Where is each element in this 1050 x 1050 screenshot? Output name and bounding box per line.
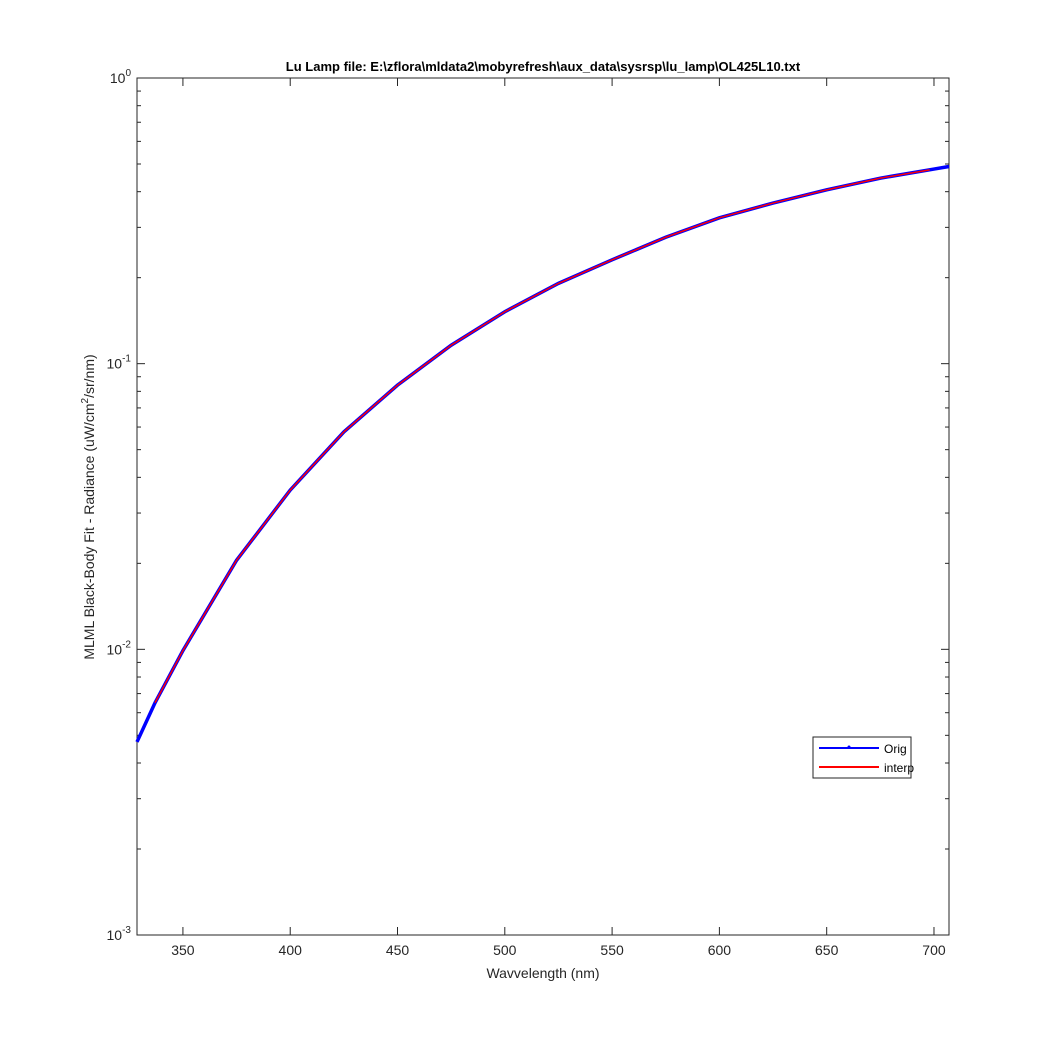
- legend-label: Orig: [884, 742, 907, 756]
- y-tick-exp: -2: [122, 639, 131, 650]
- y-tick-base: 10: [107, 927, 123, 943]
- legend-marker: [847, 745, 851, 749]
- y-axis-label: MLML Black-Body Fit - Radiance (uW/cm2/s…: [80, 354, 97, 659]
- x-tick-label: 600: [708, 942, 732, 958]
- y-tick-label: 100: [110, 68, 132, 86]
- y-tick-exp: -3: [122, 925, 131, 936]
- y-tick-base: 10: [107, 641, 123, 657]
- x-tick-label: 400: [279, 942, 303, 958]
- y-tick-base: 10: [107, 356, 123, 372]
- y-label-sup: 2: [80, 397, 91, 403]
- x-tick-label: 700: [922, 942, 946, 958]
- x-axis-label: Wavvelength (nm): [486, 965, 599, 981]
- y-label-text: MLML Black-Body Fit - Radiance (uW/cm: [81, 403, 97, 659]
- y-label-after: /sr/nm): [81, 354, 97, 398]
- y-tick-exp: 0: [125, 68, 131, 79]
- y-tick-label: 10-3: [107, 925, 132, 943]
- legend-label: interp: [884, 761, 914, 775]
- y-tick-label: 10-1: [107, 354, 132, 372]
- x-tick-label: 350: [171, 942, 195, 958]
- chart-title: Lu Lamp file: E:\zflora\mldata2\mobyrefr…: [286, 59, 801, 74]
- series-line: [154, 169, 930, 704]
- x-tick-label: 500: [493, 942, 517, 958]
- y-tick-exp: -1: [122, 354, 131, 365]
- y-tick-label: 10-2: [107, 639, 132, 657]
- x-tick-label: 550: [600, 942, 624, 958]
- x-tick-label: 650: [815, 942, 839, 958]
- axes-box: [136, 77, 950, 936]
- y-tick-base: 10: [110, 70, 126, 86]
- legend-box: [812, 736, 912, 779]
- x-tick-label: 450: [386, 942, 410, 958]
